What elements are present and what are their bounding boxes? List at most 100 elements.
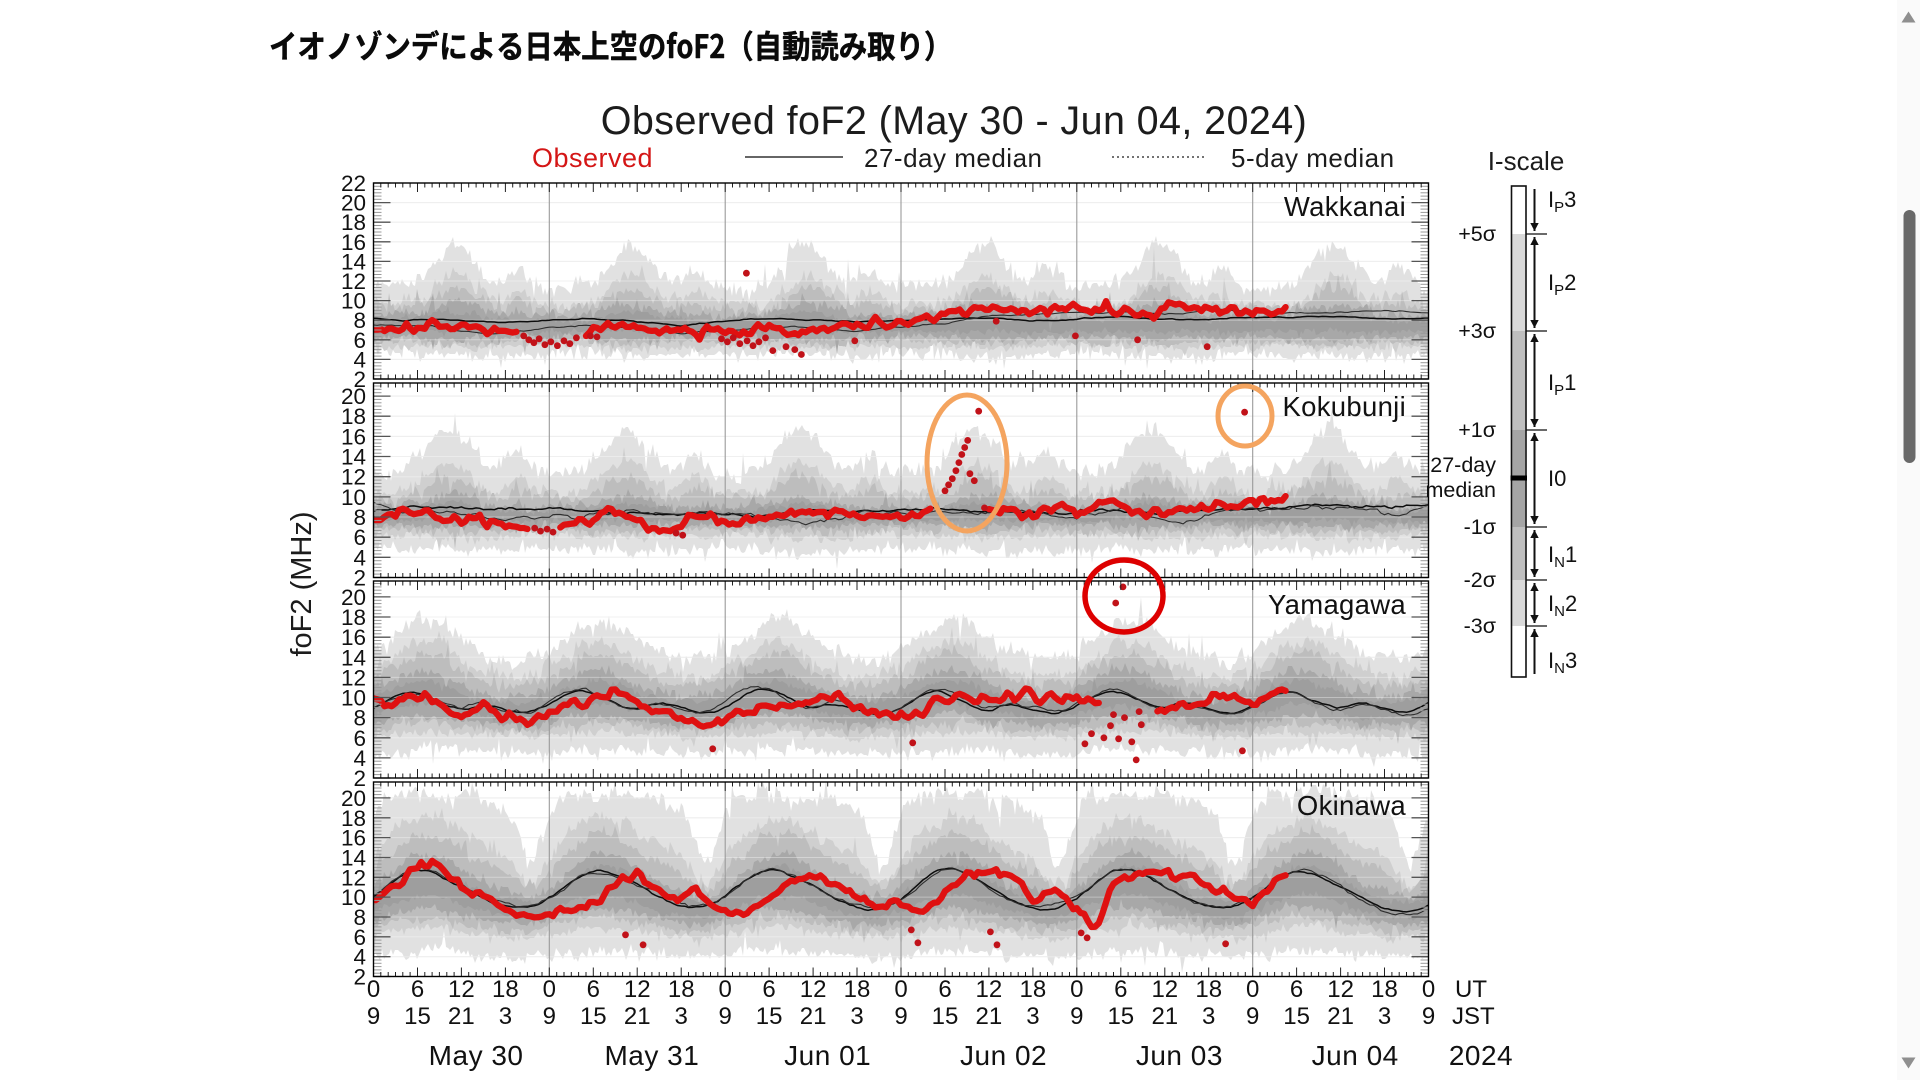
svg-text:-2σ: -2σ	[1464, 568, 1496, 592]
svg-text:21: 21	[624, 1003, 651, 1030]
svg-text:15: 15	[932, 1003, 959, 1030]
svg-text:0: 0	[543, 976, 556, 1003]
svg-text:14: 14	[341, 846, 366, 871]
svg-text:2024: 2024	[1449, 1040, 1513, 1071]
svg-text:9: 9	[367, 1003, 380, 1030]
svg-text:8: 8	[353, 706, 366, 731]
svg-text:21: 21	[1327, 1003, 1354, 1030]
svg-text:18: 18	[341, 806, 366, 831]
svg-text:2: 2	[353, 367, 366, 392]
svg-text:6: 6	[353, 525, 366, 550]
svg-text:20: 20	[341, 384, 366, 409]
svg-text:6: 6	[353, 328, 366, 353]
svg-text:Observed foF2 (May 30 - Jun 04: Observed foF2 (May 30 - Jun 04, 2024)	[601, 99, 1307, 143]
svg-text:21: 21	[800, 1003, 827, 1030]
svg-text:12: 12	[624, 976, 651, 1003]
svg-text:14: 14	[341, 445, 366, 470]
svg-text:18: 18	[1371, 976, 1398, 1003]
svg-text:6: 6	[353, 925, 366, 950]
svg-text:9: 9	[1422, 1003, 1435, 1030]
svg-text:18: 18	[1020, 976, 1047, 1003]
svg-text:12: 12	[341, 269, 366, 294]
svg-text:0: 0	[1246, 976, 1259, 1003]
svg-text:Yamagawa: Yamagawa	[1268, 589, 1406, 620]
svg-text:12: 12	[341, 865, 366, 890]
svg-text:-3σ: -3σ	[1464, 614, 1496, 638]
svg-text:I0: I0	[1548, 466, 1566, 491]
svg-text:3: 3	[1378, 1003, 1391, 1030]
svg-text:16: 16	[341, 424, 366, 449]
svg-text:Observed: Observed	[532, 143, 653, 173]
svg-text:20: 20	[341, 786, 366, 811]
svg-text:0: 0	[1070, 976, 1083, 1003]
svg-text:15: 15	[756, 1003, 783, 1030]
svg-text:16: 16	[341, 826, 366, 851]
svg-text:10: 10	[341, 885, 366, 910]
svg-text:0: 0	[894, 976, 907, 1003]
svg-text:12: 12	[800, 976, 827, 1003]
svg-text:3: 3	[850, 1003, 863, 1030]
svg-text:4: 4	[353, 746, 366, 771]
svg-text:5-day median: 5-day median	[1231, 143, 1395, 173]
svg-text:median: median	[1425, 478, 1496, 502]
svg-text:12: 12	[341, 665, 366, 690]
svg-text:6: 6	[411, 976, 424, 1003]
svg-text:9: 9	[719, 1003, 732, 1030]
svg-text:0: 0	[1422, 976, 1435, 1003]
svg-text:4: 4	[353, 347, 366, 372]
svg-text:0: 0	[719, 976, 732, 1003]
svg-text:8: 8	[353, 505, 366, 530]
svg-text:-1σ: -1σ	[1464, 515, 1496, 539]
svg-text:6: 6	[762, 976, 775, 1003]
svg-text:10: 10	[341, 289, 366, 314]
svg-text:12: 12	[1327, 976, 1354, 1003]
svg-text:6: 6	[353, 726, 366, 751]
svg-text:18: 18	[668, 976, 695, 1003]
svg-text:8: 8	[353, 905, 366, 930]
svg-text:12: 12	[341, 465, 366, 490]
svg-text:May 31: May 31	[604, 1040, 699, 1071]
svg-text:12: 12	[976, 976, 1003, 1003]
svg-text:I-scale: I-scale	[1488, 146, 1565, 176]
svg-text:4: 4	[353, 545, 366, 570]
svg-text:Jun 04: Jun 04	[1312, 1040, 1399, 1071]
svg-text:21: 21	[1151, 1003, 1178, 1030]
svg-text:18: 18	[341, 605, 366, 630]
svg-text:4: 4	[353, 945, 366, 970]
svg-text:9: 9	[1246, 1003, 1259, 1030]
svg-text:16: 16	[341, 230, 366, 255]
svg-text:8: 8	[353, 308, 366, 333]
svg-text:2: 2	[353, 965, 366, 990]
svg-text:UT: UT	[1455, 976, 1487, 1003]
svg-text:3: 3	[1202, 1003, 1215, 1030]
svg-text:10: 10	[341, 485, 366, 510]
svg-text:27-day: 27-day	[1430, 453, 1496, 477]
svg-text:21: 21	[448, 1003, 475, 1030]
svg-text:12: 12	[448, 976, 475, 1003]
svg-text:27-day median: 27-day median	[864, 143, 1043, 173]
svg-text:18: 18	[492, 976, 519, 1003]
svg-text:6: 6	[1114, 976, 1127, 1003]
svg-text:18: 18	[341, 404, 366, 429]
svg-text:2: 2	[353, 766, 366, 791]
svg-text:JST: JST	[1452, 1003, 1495, 1030]
svg-text:Okinawa: Okinawa	[1297, 790, 1406, 821]
svg-text:+5σ: +5σ	[1458, 222, 1496, 246]
svg-text:22: 22	[341, 171, 366, 196]
svg-text:15: 15	[1283, 1003, 1310, 1030]
svg-text:9: 9	[1070, 1003, 1083, 1030]
svg-text:20: 20	[341, 585, 366, 610]
svg-text:3: 3	[675, 1003, 688, 1030]
svg-text:18: 18	[341, 210, 366, 235]
svg-text:15: 15	[580, 1003, 607, 1030]
svg-text:foF2 (MHz): foF2 (MHz)	[286, 512, 318, 657]
svg-text:IN1: IN1	[1548, 542, 1577, 571]
svg-text:16: 16	[341, 625, 366, 650]
svg-text:14: 14	[341, 645, 366, 670]
svg-text:18: 18	[1195, 976, 1222, 1003]
svg-text:3: 3	[499, 1003, 512, 1030]
svg-text:2: 2	[353, 566, 366, 591]
svg-text:9: 9	[894, 1003, 907, 1030]
svg-text:Jun 01: Jun 01	[784, 1040, 871, 1071]
svg-text:12: 12	[1151, 976, 1178, 1003]
